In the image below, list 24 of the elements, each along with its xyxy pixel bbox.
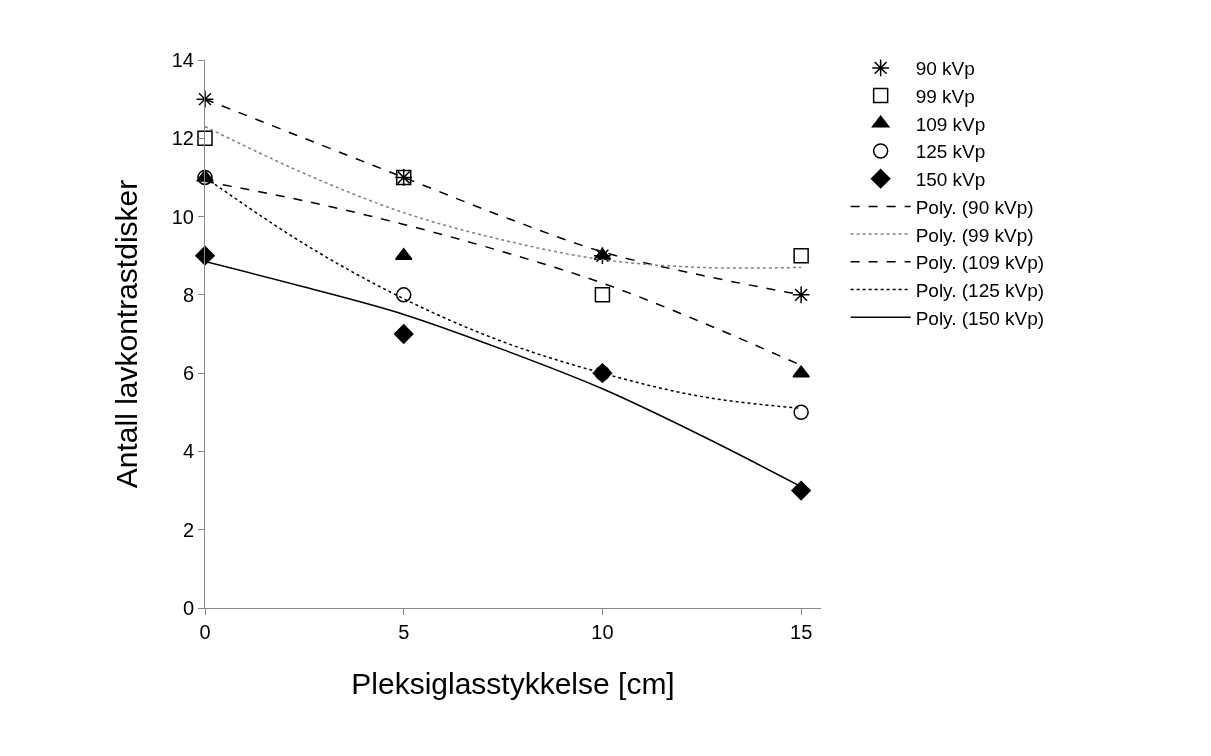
x-tick-label: 5: [398, 621, 410, 643]
y-tick-label: 10: [171, 205, 194, 228]
y-axis-title: Antall lavkontrastdisker: [109, 179, 143, 489]
legend-label: Poly. (125 kVp): [915, 279, 1045, 301]
y-tick-label: 6: [182, 362, 194, 385]
legend-label: 150 kVp: [915, 169, 986, 191]
y-tick-label: 8: [182, 283, 194, 306]
legend-label: Poly. (109 kVp): [915, 252, 1045, 274]
legend-label: 99 kVp: [915, 86, 975, 107]
legend-label: Poly. (150 kVp): [915, 307, 1045, 329]
x-tick-label: 10: [591, 621, 614, 643]
legend-label: 125 kVp: [915, 141, 986, 163]
y-tick-label: 4: [182, 440, 194, 463]
x-axis-title: Pleksiglasstykkelse [cm]: [351, 666, 675, 700]
legend-label: Poly. (99 kVp): [915, 224, 1034, 246]
legend-label: 90 kVp: [915, 58, 975, 80]
y-tick-label: 12: [171, 127, 194, 150]
x-tick-label: 15: [790, 621, 813, 643]
legend-label: 109 kVp: [915, 113, 986, 135]
y-tick-label: 2: [182, 518, 194, 541]
legend-label: Poly. (90 kVp): [915, 196, 1034, 218]
y-tick-label: 14: [171, 49, 194, 71]
x-tick-label: 0: [199, 621, 211, 643]
y-tick-label: 0: [182, 597, 194, 619]
